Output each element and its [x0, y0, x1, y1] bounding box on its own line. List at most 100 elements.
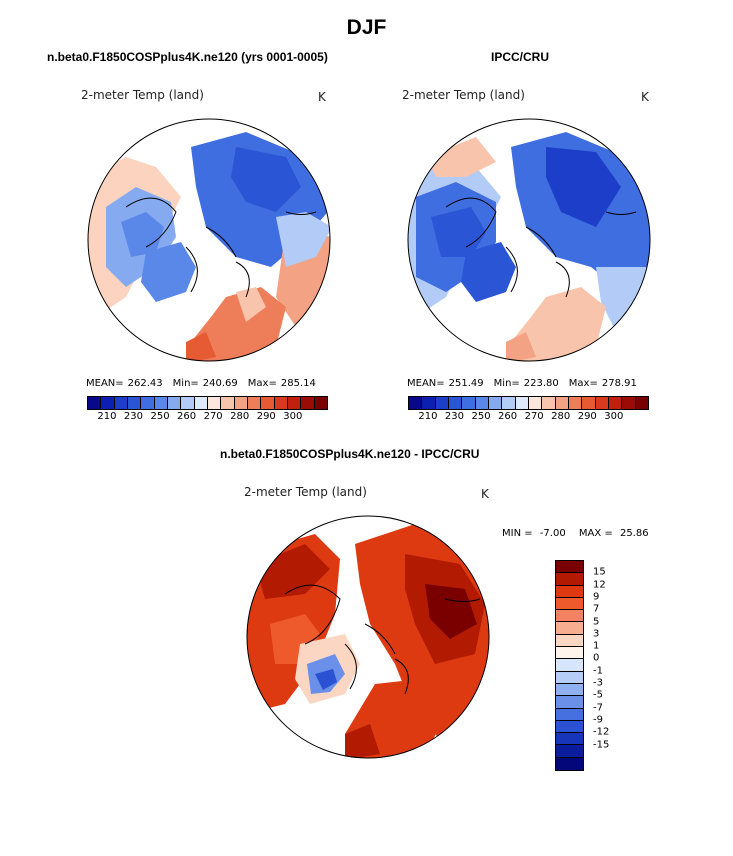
- diff-colorbar-label: -7: [593, 702, 603, 714]
- diff-colorbar-label: 1: [593, 640, 600, 652]
- left-colorbar-swatch: [207, 397, 222, 409]
- right-colorbar-swatch: [595, 397, 609, 409]
- left-colorbar-swatch: [301, 397, 315, 409]
- diff-colorbar-label: -5: [593, 689, 603, 701]
- diff-polar-map: [246, 515, 490, 759]
- diff-min-label: MIN =: [502, 528, 533, 539]
- left-greenland-region: [141, 242, 196, 302]
- right-polar-map: [407, 118, 651, 362]
- left-colorbar-swatch: [181, 397, 195, 409]
- diff-colorbar-swatch: [556, 622, 583, 635]
- diff-colorbar-swatch: [556, 634, 583, 648]
- left-colorbar-swatch: [261, 397, 275, 409]
- left-colorbar-swatch: [221, 397, 235, 409]
- left-colorbar-swatch: [141, 397, 155, 409]
- right-colorbar-swatch: [475, 397, 489, 409]
- diff-max-value: 25.86: [619, 528, 649, 539]
- right-mean-label: MEAN=: [407, 378, 445, 389]
- right-max-value: 278.91: [601, 378, 637, 389]
- diff-colorbar-swatch: [556, 597, 583, 611]
- right-colorbar: [408, 396, 649, 410]
- right-colorbar-swatch: [608, 397, 623, 409]
- diff-colorbar-swatch: [556, 610, 583, 623]
- diff-colorbar: [555, 560, 584, 772]
- left-colorbar-swatch: [314, 397, 327, 409]
- left-max-value: 285.14: [280, 378, 316, 389]
- right-colorbar-swatch: [409, 397, 423, 409]
- right-colorbar-tick-label: 280: [551, 411, 571, 422]
- left-colorbar-swatch: [127, 397, 142, 409]
- diff-variable-label: 2-meter Temp (land): [244, 485, 367, 499]
- left-colorbar-tick-label: 210: [97, 411, 117, 422]
- left-colorbar-ticks: 210 230 250 260 270 280 290 300: [87, 411, 326, 425]
- right-colorbar-swatch: [515, 397, 529, 409]
- diff-colorbar-label: 5: [593, 616, 600, 627]
- diff-colorbar-swatch: [556, 561, 583, 574]
- right-panel-title: IPCC/CRU: [491, 50, 550, 64]
- right-colorbar-tick-label: 270: [524, 411, 544, 422]
- right-greenland-region: [461, 242, 516, 302]
- left-colorbar-swatch: [167, 397, 182, 409]
- left-colorbar-tick-label: 230: [123, 411, 144, 422]
- right-colorbar-ticks: 210 230 250 260 270 280 290 300: [408, 411, 647, 425]
- diff-colorbar-label: -15: [593, 739, 610, 750]
- left-panel-title: n.beta0.F1850COSPplus4K.ne120 (yrs 0001-…: [47, 50, 328, 64]
- left-colorbar-tick-label: 260: [177, 411, 197, 422]
- left-colorbar-tick-label: 300: [283, 411, 303, 422]
- diff-colorbar-label: 15: [593, 566, 606, 578]
- diff-colorbar-label: -9: [593, 714, 603, 726]
- diff-colorbar-labels: 15 12 9 7 5 3 1 0 -1 -3 -5 -7 -9 -12 -15: [593, 560, 633, 760]
- right-colorbar-swatch: [568, 397, 583, 409]
- left-polar-map: [87, 118, 331, 362]
- right-max-label: Max=: [568, 378, 598, 389]
- diff-colorbar-label: 9: [593, 591, 600, 603]
- left-colorbar: [87, 396, 328, 410]
- diff-colorbar-swatch: [556, 708, 583, 721]
- left-colorbar-tick-label: 290: [256, 411, 276, 422]
- right-variable-label: 2-meter Temp (land): [402, 88, 525, 102]
- diff-colorbar-swatch: [556, 720, 583, 734]
- left-stats: MEAN= 262.43 Min= 240.69 Max= 285.14: [86, 378, 326, 389]
- diff-colorbar-swatch: [556, 757, 583, 771]
- right-colorbar-tick-label: 250: [471, 411, 491, 422]
- left-colorbar-swatch: [287, 397, 302, 409]
- right-colorbar-swatch: [502, 397, 516, 409]
- diff-panel-title: n.beta0.F1850COSPplus4K.ne120 - IPCC/CRU: [220, 447, 480, 461]
- diff-colorbar-label: 3: [593, 628, 600, 640]
- left-units-label: K: [318, 90, 326, 104]
- right-stats: MEAN= 251.49 Min= 223.80 Max= 278.91: [407, 378, 647, 389]
- right-europe-region: [511, 287, 606, 361]
- right-colorbar-tick-label: 260: [498, 411, 518, 422]
- diff-colorbar-label: 0: [593, 652, 600, 664]
- diff-colorbar-swatch: [556, 696, 583, 709]
- left-colorbar-swatch: [247, 397, 262, 409]
- left-colorbar-swatch: [274, 397, 288, 409]
- right-colorbar-swatch: [635, 397, 648, 409]
- right-colorbar-swatch: [462, 397, 476, 409]
- diff-colorbar-swatch: [556, 573, 583, 586]
- left-variable-label: 2-meter Temp (land): [81, 88, 204, 102]
- diff-colorbar-swatch: [556, 647, 583, 660]
- right-colorbar-swatch: [542, 397, 556, 409]
- right-colorbar-tick-label: 290: [577, 411, 597, 422]
- left-colorbar-swatch: [114, 397, 128, 409]
- right-colorbar-tick-label: 230: [444, 411, 465, 422]
- left-colorbar-swatch: [88, 397, 102, 409]
- right-colorbar-swatch: [555, 397, 569, 409]
- diff-colorbar-swatch: [556, 659, 583, 672]
- left-mean-label: MEAN=: [86, 378, 124, 389]
- left-colorbar-swatch: [154, 397, 168, 409]
- diff-colorbar-label: 7: [593, 603, 600, 615]
- left-max-label: Max=: [247, 378, 277, 389]
- right-colorbar-swatch: [488, 397, 503, 409]
- left-colorbar-tick-label: 280: [230, 411, 250, 422]
- main-title: DJF: [346, 16, 387, 39]
- diff-minmax: MIN = -7.00 MAX = 25.86: [502, 528, 659, 539]
- diff-min-value: -7.00: [539, 528, 566, 539]
- diff-colorbar-swatch: [556, 585, 583, 598]
- left-min-value: 240.69: [202, 378, 238, 389]
- left-colorbar-tick-label: 270: [203, 411, 223, 422]
- right-colorbar-tick-label: 300: [604, 411, 624, 422]
- left-colorbar-swatch: [194, 397, 208, 409]
- left-colorbar-tick-label: 250: [150, 411, 170, 422]
